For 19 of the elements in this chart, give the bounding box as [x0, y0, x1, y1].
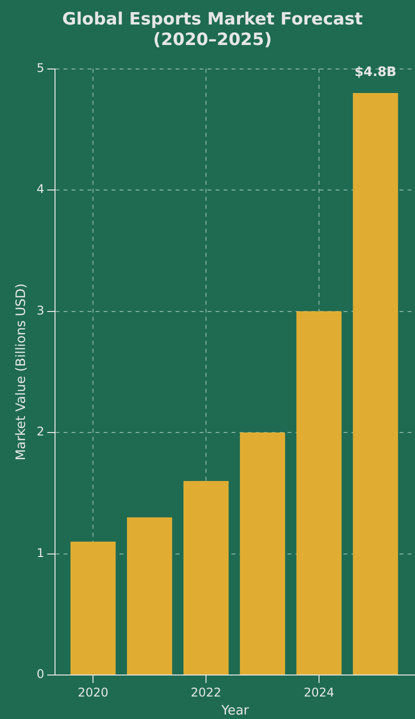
bar	[352, 93, 398, 674]
x-tick-label: 2022	[190, 685, 222, 700]
y-tick-label: 2	[36, 424, 44, 439]
y-tick-label: 5	[36, 60, 44, 75]
bar	[240, 432, 286, 674]
bar	[296, 311, 342, 674]
y-tick-label: 0	[36, 667, 44, 682]
x-tick-label: 2024	[304, 685, 334, 700]
y-tick-label: 4	[36, 182, 44, 196]
bar	[126, 517, 172, 674]
bar	[70, 542, 116, 674]
y-axis-title: Market Value (Billions USD)	[14, 283, 30, 460]
y-tick-label: 1	[36, 546, 44, 560]
bar	[183, 481, 229, 674]
y-tick-label: 3	[36, 303, 44, 318]
x-tick-label: 2020	[78, 685, 108, 700]
chart-title: Global Esports Market Forecast (2020–2025)	[62, 10, 363, 50]
annotation: $4.8B	[354, 64, 396, 80]
x-axis-title: Year	[220, 704, 250, 719]
